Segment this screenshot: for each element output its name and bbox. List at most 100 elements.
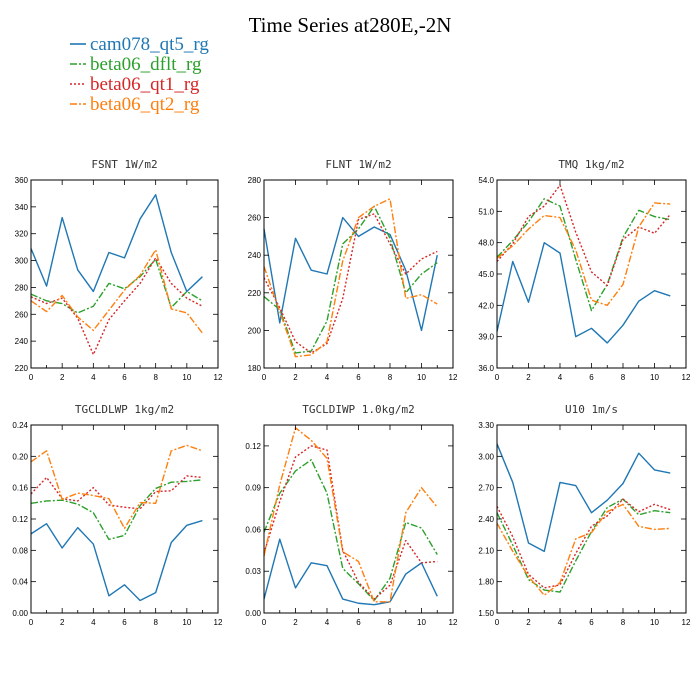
x-tick-label: 12: [214, 618, 223, 627]
x-tick-label: 2: [60, 618, 65, 627]
x-tick-label: 10: [650, 373, 659, 382]
y-tick-label: 1.80: [478, 578, 494, 587]
x-tick-label: 2: [293, 373, 298, 382]
series-line-beta06_qt1_rg: [496, 498, 671, 589]
y-tick-label: 51.0: [478, 207, 494, 216]
series-line-beta06_qt1_rg: [263, 445, 438, 600]
x-tick-label: 2: [526, 373, 531, 382]
y-tick-label: 3.30: [478, 421, 494, 430]
x-tick-label: 8: [388, 373, 393, 382]
figure-title: Time Series at280E,-2N: [249, 13, 452, 37]
panel-title: FLNT 1W/m2: [325, 158, 391, 171]
series-line-beta06_dflt_rg: [496, 498, 671, 593]
x-tick-label: 4: [91, 373, 96, 382]
y-tick-label: 0.12: [12, 515, 28, 524]
series-line-beta06_qt2_rg: [263, 427, 438, 603]
series-line-beta06_dflt_rg: [263, 205, 438, 354]
y-tick-label: 2.40: [478, 515, 494, 524]
x-tick-label: 6: [589, 618, 594, 627]
panel-title: FSNT 1W/m2: [91, 158, 157, 171]
panel-title: TGCLDIWP 1.0kg/m2: [302, 403, 415, 416]
y-tick-label: 0.03: [245, 567, 261, 576]
plot-frame: [263, 424, 454, 614]
x-tick-label: 0: [29, 618, 34, 627]
legend-entry: beta06_qt1_rg: [90, 74, 200, 95]
x-tick-label: 12: [682, 373, 691, 382]
series-line-beta06_dflt_rg: [30, 479, 203, 541]
series-line-cam078_qt5_rg: [30, 194, 203, 293]
plot-frame: [496, 424, 687, 614]
x-tick-label: 4: [91, 618, 96, 627]
y-tick-label: 42.0: [478, 301, 494, 310]
panel-grid: FSNT 1W/m20 2 4 6 8 10 12220240260280300320340…: [12, 158, 691, 627]
series-line-beta06_qt1_rg: [30, 475, 203, 510]
x-tick-label: 4: [325, 373, 330, 382]
y-tick-label: 39.0: [478, 333, 494, 342]
series-line-cam078_qt5_rg: [30, 519, 203, 602]
x-tick-label: 8: [388, 618, 393, 627]
y-tick-label: 0.00: [12, 609, 28, 618]
x-tick-label: 10: [417, 373, 426, 382]
x-tick-label: 6: [122, 373, 127, 382]
series-line-beta06_qt2_rg: [30, 444, 203, 530]
x-tick-label: 10: [182, 618, 191, 627]
legend: cam078_qt5_rgbeta06_dflt_rgbeta06_qt1_rg…: [70, 34, 209, 115]
y-tick-label: 320: [15, 230, 29, 239]
series-line-beta06_qt2_rg: [496, 202, 671, 307]
y-tick-label: 2.10: [478, 546, 494, 555]
series-line-beta06_qt1_rg: [496, 184, 671, 287]
x-tick-label: 0: [262, 373, 267, 382]
y-tick-label: 200: [248, 326, 262, 335]
x-tick-label: 0: [495, 618, 500, 627]
x-tick-label: 4: [325, 618, 330, 627]
chart-panel: TMQ 1kg/m2 0 2 4 6 8 10 12 36.0 39.0 42.0 45.0 48.0 5…: [478, 158, 691, 382]
y-tick-label: 0.24: [12, 421, 28, 430]
y-tick-label: 240: [15, 337, 29, 346]
series-line-beta06_qt1_rg: [263, 213, 438, 354]
y-tick-label: 300: [15, 257, 29, 266]
legend-entry: beta06_qt2_rg: [90, 94, 200, 115]
x-tick-label: 2: [60, 373, 65, 382]
x-tick-label: 8: [153, 618, 158, 627]
x-tick-label: 4: [558, 618, 563, 627]
y-tick-label: 3.00: [478, 452, 494, 461]
series-line-beta06_qt2_rg: [496, 503, 671, 596]
series-line-beta06_qt2_rg: [263, 198, 438, 358]
x-tick-label: 6: [356, 618, 361, 627]
chart-panel: FSNT 1W/m2 0 2 4 6 8 10 12 220 240 260 280 300 320 340…: [15, 158, 223, 382]
series-line-beta06_dflt_rg: [263, 459, 438, 602]
series-line-cam078_qt5_rg: [263, 538, 438, 606]
series-line-beta06_dflt_rg: [496, 198, 671, 312]
plot-frame: [496, 179, 687, 369]
y-tick-label: 1.50: [478, 609, 494, 618]
x-tick-label: 12: [214, 373, 223, 382]
plot-frame: [263, 179, 454, 369]
y-tick-label: 48.0: [478, 239, 494, 248]
y-tick-label: 260: [15, 310, 29, 319]
y-tick-label: 0.08: [12, 546, 28, 555]
plot-frame: [30, 179, 219, 369]
y-tick-label: 240: [248, 251, 262, 260]
chart-panel: U10 1m/s 0 2 4 6 8 10 12 1.50 1.80 2.10 2.40 2.70 3.0…: [478, 403, 691, 627]
x-tick-label: 0: [262, 618, 267, 627]
y-tick-label: 0.00: [245, 609, 261, 618]
panel-title: TMQ 1kg/m2: [558, 158, 624, 171]
y-tick-label: 180: [248, 364, 262, 373]
x-tick-label: 4: [558, 373, 563, 382]
chart-panel: TGCLDLWP 1kg/m2 0 2 4 6 8 10 12 0.00 0.04 0.08 0.12…: [12, 403, 223, 627]
legend-entry: beta06_dflt_rg: [90, 54, 202, 75]
chart-panel: FLNT 1W/m2 0 2 4 6 8 10 12 180 200 220 240 260 280: [248, 158, 458, 382]
y-tick-label: 45.0: [478, 270, 494, 279]
y-tick-label: 280: [15, 283, 29, 292]
y-tick-label: 220: [15, 364, 29, 373]
y-tick-label: 340: [15, 203, 29, 212]
series-line-cam078_qt5_rg: [496, 443, 671, 553]
x-tick-label: 8: [621, 373, 626, 382]
x-tick-label: 12: [449, 373, 458, 382]
series-line-beta06_dflt_rg: [30, 258, 203, 314]
x-tick-label: 10: [182, 373, 191, 382]
x-tick-label: 6: [589, 373, 594, 382]
y-tick-label: 0.09: [245, 484, 261, 493]
x-tick-label: 2: [526, 618, 531, 627]
